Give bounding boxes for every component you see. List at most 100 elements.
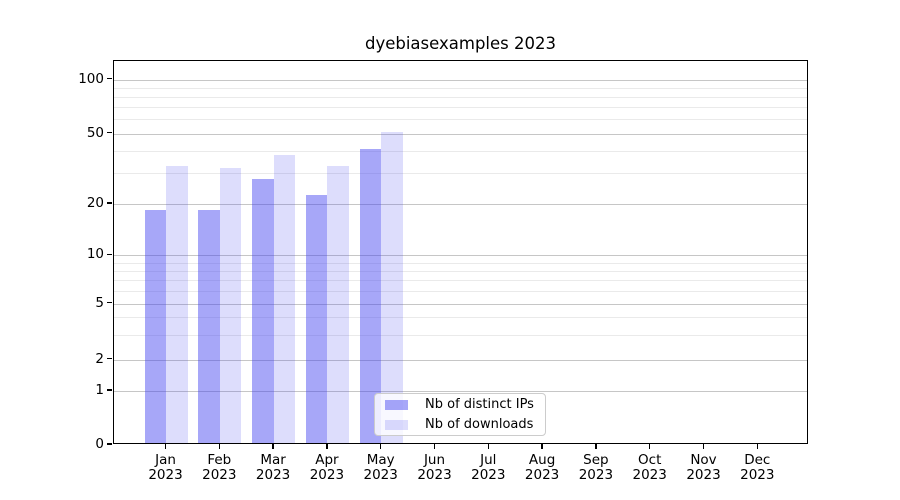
x-tick-label-year: 2023 — [632, 466, 667, 483]
y-tick-1 — [107, 389, 112, 391]
gridline-major-20 — [114, 203, 807, 205]
chart-title: dyebiasexamples 2023 — [364, 34, 556, 53]
bar-distinct-ips-may — [359, 148, 382, 443]
bar-distinct-ips-apr — [305, 194, 328, 443]
x-tick-label-year: 2023 — [255, 466, 291, 483]
gridline-major-5 — [114, 303, 807, 305]
y-tick-label-10: 10 — [86, 246, 104, 263]
x-tick-jan — [164, 444, 167, 449]
bar-distinct-ips-jan — [144, 209, 166, 443]
x-tick-label-year: 2023 — [578, 466, 614, 483]
x-tick-label-year: 2023 — [148, 466, 183, 483]
gridline-major-2 — [114, 359, 807, 361]
x-tick-feb — [218, 444, 220, 449]
x-tick-label-month: Nov — [690, 452, 717, 468]
gridline-minor-3 — [114, 334, 807, 336]
legend-swatch-downloads — [385, 419, 408, 430]
x-tick-label-month: Mar — [260, 452, 286, 468]
y-tick-label-5: 5 — [95, 294, 104, 311]
bar-downloads-feb — [219, 168, 242, 443]
gridline-major-10 — [114, 255, 807, 257]
gridline-major-1 — [114, 391, 807, 392]
y-tick-0 — [107, 443, 112, 445]
legend-item-distinct-ips: Nb of distinct IPs — [385, 398, 535, 411]
legend-swatch-distinct-ips — [385, 399, 408, 410]
x-tick-label-month: Jan — [155, 452, 176, 468]
x-tick-label-aug: Aug 2023 — [515, 453, 569, 482]
y-tick-label-50: 50 — [86, 124, 104, 141]
y-tick-5 — [107, 302, 112, 304]
x-tick-aug — [541, 444, 543, 449]
y-tick-50 — [107, 132, 112, 134]
y-tick-20 — [107, 202, 112, 204]
x-tick-label-oct: Oct 2023 — [623, 453, 677, 482]
x-tick-label-jan: Jan 2023 — [139, 453, 193, 482]
x-tick-may — [380, 444, 382, 449]
x-tick-label-month: Feb — [207, 452, 232, 468]
x-tick-apr — [326, 444, 328, 449]
x-tick-label-year: 2023 — [363, 466, 398, 483]
bar-distinct-ips-mar — [252, 178, 274, 443]
x-tick-label-month: May — [366, 452, 395, 468]
gridline-minor-40 — [114, 150, 807, 152]
x-tick-label-year: 2023 — [309, 466, 345, 483]
x-tick-label-nov: Nov 2023 — [677, 453, 731, 482]
x-tick-label-apr: Apr 2023 — [300, 453, 354, 482]
x-tick-mar — [272, 444, 274, 449]
gridline-minor-4 — [114, 317, 807, 319]
x-tick-jul — [487, 444, 489, 449]
y-tick-2 — [107, 357, 112, 360]
x-tick-label-month: Sep — [583, 452, 609, 468]
legend-label-distinct-ips: Nb of distinct IPs — [425, 397, 534, 412]
x-tick-label-month: Aug — [528, 452, 556, 468]
gridline-minor-70 — [114, 107, 807, 109]
x-tick-nov — [702, 444, 705, 449]
bar-downloads-mar — [273, 154, 296, 443]
gridline-minor-9 — [114, 262, 807, 264]
x-tick-label-month: Apr — [315, 452, 339, 468]
x-tick-label-jun: Jun 2023 — [408, 453, 462, 482]
y-tick-label-20: 20 — [86, 194, 104, 211]
bar-downloads-may — [381, 131, 403, 443]
legend-item-downloads: Nb of downloads — [385, 418, 535, 431]
x-tick-label-dec: Dec 2023 — [730, 453, 784, 482]
x-tick-jun — [433, 444, 436, 449]
gridline-minor-30 — [114, 172, 807, 174]
x-tick-label-year: 2023 — [740, 466, 775, 483]
bar-downloads-apr — [327, 165, 349, 443]
y-tick-10 — [107, 253, 112, 255]
x-tick-label-month: Dec — [744, 452, 771, 468]
bar-distinct-ips-feb — [198, 209, 220, 443]
y-tick-label-2: 2 — [95, 350, 104, 367]
x-tick-label-year: 2023 — [524, 466, 560, 483]
legend-label-downloads: Nb of downloads — [425, 417, 534, 432]
y-tick-label-100: 100 — [78, 70, 104, 87]
legend: Nb of distinct IPs Nb of downloads — [374, 393, 546, 436]
x-tick-label-feb: Feb 2023 — [192, 453, 246, 482]
x-tick-label-sep: Sep 2023 — [569, 453, 623, 482]
y-tick-label-1: 1 — [95, 382, 104, 398]
gridline-minor-6 — [114, 290, 807, 292]
gridline-minor-80 — [114, 96, 807, 98]
x-tick-label-may: May 2023 — [354, 453, 408, 482]
gridline-minor-90 — [114, 87, 807, 89]
gridline-minor-8 — [114, 270, 807, 272]
x-tick-label-month: Jul — [480, 452, 497, 468]
x-tick-dec — [756, 444, 758, 449]
gridline-major-100 — [114, 79, 807, 81]
bar-downloads-jan — [166, 165, 188, 443]
x-tick-label-year: 2023 — [471, 466, 506, 483]
gridline-major-50 — [114, 133, 807, 135]
x-tick-label-jul: Jul 2023 — [461, 453, 515, 482]
x-tick-label-mar: Mar 2023 — [246, 453, 300, 482]
y-tick-label-0: 0 — [95, 436, 104, 452]
x-tick-sep — [595, 444, 597, 449]
x-tick-label-year: 2023 — [202, 466, 237, 483]
x-tick-label-month: Jun — [423, 452, 446, 468]
plot-area: Nb of distinct IPs Nb of downloads — [113, 60, 808, 444]
gridline-minor-7 — [114, 280, 807, 282]
gridline-minor-60 — [114, 119, 807, 121]
x-tick-label-year: 2023 — [686, 466, 721, 483]
x-tick-label-year: 2023 — [417, 466, 452, 483]
